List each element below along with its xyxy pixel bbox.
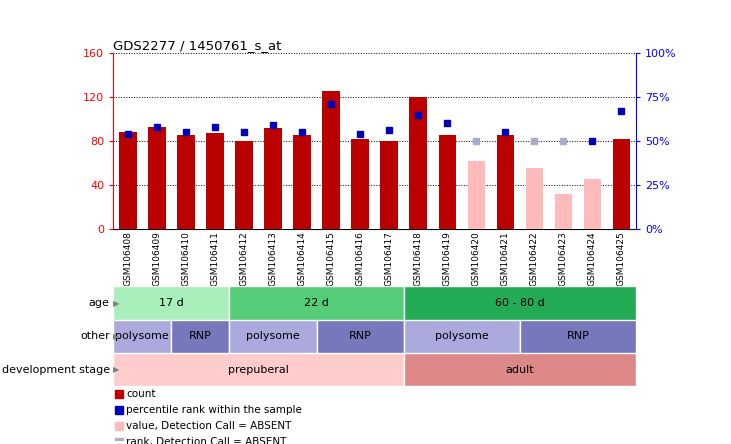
Bar — [293, 135, 311, 229]
Bar — [322, 91, 340, 229]
Text: 17 d: 17 d — [159, 298, 183, 308]
Text: RNP: RNP — [189, 331, 212, 341]
Bar — [171, 320, 230, 353]
Text: ▶: ▶ — [113, 332, 119, 341]
Text: polysome: polysome — [115, 331, 169, 341]
Bar — [113, 286, 230, 320]
Text: RNP: RNP — [567, 331, 589, 341]
Text: count: count — [126, 389, 156, 399]
Bar — [439, 135, 456, 229]
Text: GSM106414: GSM106414 — [298, 232, 306, 286]
Bar — [317, 320, 404, 353]
Text: percentile rank within the sample: percentile rank within the sample — [126, 405, 303, 415]
Bar — [404, 320, 520, 353]
Text: 22 d: 22 d — [304, 298, 329, 308]
Bar — [555, 194, 572, 229]
Text: GSM106408: GSM106408 — [124, 232, 132, 286]
Bar — [526, 168, 543, 229]
Bar — [520, 320, 636, 353]
Text: GSM106411: GSM106411 — [211, 232, 219, 286]
Bar — [584, 179, 601, 229]
Bar — [265, 128, 281, 229]
Text: GSM106413: GSM106413 — [268, 232, 278, 286]
Bar — [113, 353, 404, 386]
Bar — [177, 135, 194, 229]
Text: GSM106422: GSM106422 — [530, 232, 539, 286]
Text: GSM106418: GSM106418 — [414, 232, 423, 286]
Text: GSM106419: GSM106419 — [443, 232, 452, 286]
Text: GSM106417: GSM106417 — [385, 232, 394, 286]
Text: ▶: ▶ — [113, 365, 119, 374]
Text: adult: adult — [506, 365, 534, 375]
Text: GSM106412: GSM106412 — [240, 232, 249, 286]
Text: RNP: RNP — [349, 331, 371, 341]
Text: polysome: polysome — [246, 331, 300, 341]
Text: age: age — [88, 298, 110, 308]
Text: GSM106416: GSM106416 — [355, 232, 365, 286]
Bar — [404, 353, 636, 386]
Text: prepuberal: prepuberal — [228, 365, 289, 375]
Bar — [352, 139, 369, 229]
Text: GSM106421: GSM106421 — [501, 232, 510, 286]
Text: GSM106409: GSM106409 — [152, 232, 162, 286]
Bar — [148, 127, 165, 229]
Bar — [380, 141, 398, 229]
Bar — [496, 135, 514, 229]
Bar — [235, 141, 253, 229]
Text: GSM106410: GSM106410 — [181, 232, 190, 286]
Text: GSM106423: GSM106423 — [559, 232, 568, 286]
Bar — [119, 132, 137, 229]
Text: GSM106420: GSM106420 — [471, 232, 481, 286]
Text: polysome: polysome — [435, 331, 488, 341]
Bar — [230, 320, 317, 353]
Bar — [404, 286, 636, 320]
Bar — [230, 286, 404, 320]
Bar — [613, 139, 630, 229]
Text: 60 - 80 d: 60 - 80 d — [495, 298, 545, 308]
Text: GSM106415: GSM106415 — [327, 232, 336, 286]
Bar — [468, 161, 485, 229]
Text: value, Detection Call = ABSENT: value, Detection Call = ABSENT — [126, 421, 292, 431]
Text: development stage: development stage — [1, 365, 110, 375]
Text: GSM106424: GSM106424 — [588, 232, 597, 286]
Bar — [113, 320, 171, 353]
Text: rank, Detection Call = ABSENT: rank, Detection Call = ABSENT — [126, 437, 287, 444]
Text: GDS2277 / 1450761_s_at: GDS2277 / 1450761_s_at — [113, 39, 281, 52]
Text: ▶: ▶ — [113, 298, 119, 308]
Bar — [206, 133, 224, 229]
Bar — [409, 97, 427, 229]
Text: other: other — [80, 331, 110, 341]
Text: GSM106425: GSM106425 — [617, 232, 626, 286]
